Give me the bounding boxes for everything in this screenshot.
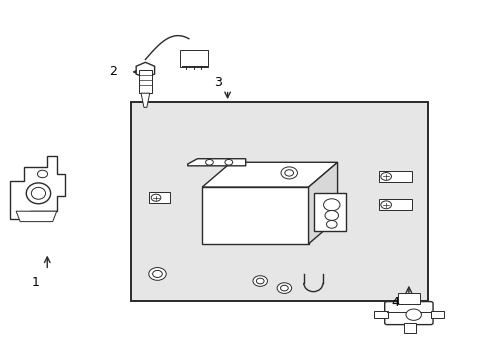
Polygon shape	[136, 62, 154, 78]
Circle shape	[325, 211, 338, 220]
FancyBboxPatch shape	[202, 187, 308, 244]
Text: 1: 1	[32, 276, 40, 289]
Polygon shape	[202, 162, 337, 187]
Circle shape	[380, 201, 391, 209]
Circle shape	[205, 159, 213, 165]
FancyBboxPatch shape	[397, 293, 419, 304]
Circle shape	[277, 283, 291, 293]
FancyBboxPatch shape	[384, 302, 432, 325]
Polygon shape	[187, 159, 245, 166]
Polygon shape	[141, 93, 149, 107]
Circle shape	[323, 199, 339, 211]
Circle shape	[152, 270, 162, 278]
FancyBboxPatch shape	[378, 199, 411, 210]
Text: 4: 4	[390, 296, 399, 309]
FancyBboxPatch shape	[403, 323, 415, 333]
Circle shape	[256, 278, 264, 284]
Ellipse shape	[38, 170, 47, 178]
Text: 3: 3	[214, 76, 222, 89]
Circle shape	[148, 267, 166, 280]
Circle shape	[280, 285, 287, 291]
Ellipse shape	[26, 183, 51, 204]
FancyBboxPatch shape	[149, 192, 169, 203]
FancyBboxPatch shape	[430, 311, 443, 318]
Polygon shape	[308, 162, 337, 244]
Polygon shape	[16, 211, 57, 222]
Circle shape	[326, 220, 336, 228]
FancyBboxPatch shape	[378, 171, 411, 182]
Circle shape	[281, 167, 297, 179]
Circle shape	[285, 170, 293, 176]
FancyBboxPatch shape	[180, 50, 208, 67]
Ellipse shape	[31, 187, 45, 199]
FancyBboxPatch shape	[373, 311, 387, 318]
Polygon shape	[10, 156, 65, 219]
Circle shape	[151, 194, 161, 201]
FancyBboxPatch shape	[138, 70, 152, 93]
Circle shape	[380, 172, 391, 180]
FancyBboxPatch shape	[131, 102, 427, 301]
Circle shape	[224, 159, 232, 165]
FancyBboxPatch shape	[314, 193, 346, 231]
Circle shape	[405, 309, 421, 320]
Text: 2: 2	[109, 66, 117, 78]
Circle shape	[252, 276, 267, 286]
